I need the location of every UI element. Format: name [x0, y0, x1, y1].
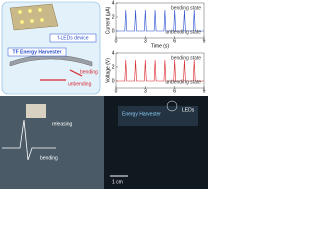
- bending-label: bending: [40, 155, 58, 161]
- led-device: [9, 3, 59, 31]
- harvester-label: Energy Harvester: [122, 111, 161, 117]
- harvester-photo: [118, 106, 198, 126]
- photo-left: [0, 96, 104, 189]
- x-tick-label: 0: [115, 88, 118, 94]
- hand: [26, 104, 46, 118]
- data-line: [116, 9, 204, 32]
- arrow: [69, 69, 83, 77]
- y-tick-label: 4: [112, 50, 115, 56]
- circuit: [166, 100, 178, 112]
- plot-frame: [115, 52, 205, 89]
- bending-label: bending: [80, 69, 98, 75]
- x-tick-label: 3: [144, 88, 147, 94]
- y-tick-label: 0: [112, 78, 115, 84]
- y-axis-label: Voltage (V): [105, 58, 111, 83]
- x-tick-label: 6: [173, 38, 176, 44]
- figure: f-LEDs device TF Energy Harvester bendin…: [0, 0, 208, 189]
- x-tick-label: 3: [144, 38, 147, 44]
- leds-label: LEDs: [182, 107, 195, 113]
- y-tick-label: 2: [112, 14, 115, 20]
- y-tick-label: 2: [112, 64, 115, 70]
- leds: [17, 7, 45, 25]
- y-axis-label: Current (μA): [105, 6, 111, 34]
- x-tick-label: 0: [115, 38, 118, 44]
- x-tick-label: 9: [203, 38, 206, 44]
- scale-label: 1 cm: [112, 179, 123, 185]
- harvester-label: TF Energy Harvester: [13, 49, 62, 55]
- annotation: bending state: [171, 5, 201, 11]
- y-tick-label: 4: [112, 0, 115, 6]
- x-axis-label: Time (s): [151, 43, 169, 49]
- annotation: bending state: [171, 55, 201, 61]
- annotation: unbending state: [165, 79, 201, 85]
- data-line: [116, 59, 204, 82]
- releasing-label: releasing: [52, 121, 73, 127]
- label-box: [49, 33, 97, 43]
- y-tick-label: 0: [112, 28, 115, 34]
- unbending-label: unbending: [68, 81, 92, 87]
- signal-trace: [2, 119, 56, 161]
- x-tick-label: 9: [203, 88, 206, 94]
- plot-frame: [115, 2, 205, 39]
- device-label: f-LEDs device: [57, 35, 88, 41]
- label-box: [7, 47, 67, 57]
- x-tick-label: 6: [173, 88, 176, 94]
- annotation: unbending state: [165, 29, 201, 35]
